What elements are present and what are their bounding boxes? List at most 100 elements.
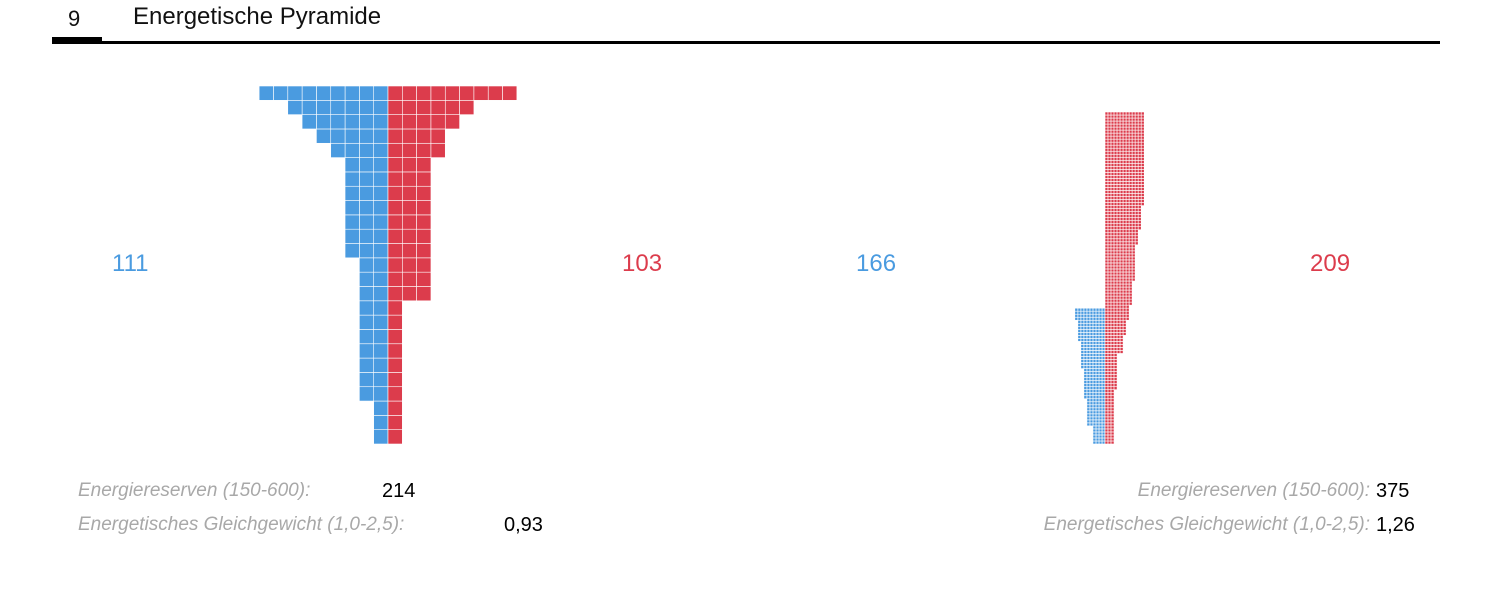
pyramid-2-right-cell <box>1137 129 1142 134</box>
pyramid-2-right-cell <box>1113 178 1118 182</box>
pyramid-2-right-cell <box>1125 223 1130 227</box>
pyramid-2-left-cell <box>1086 401 1091 406</box>
pyramid-2-left-cell <box>1095 440 1100 445</box>
pyramid-2-right-cell <box>1107 434 1112 439</box>
pyramid-1-left-cell <box>330 85 346 101</box>
pyramid-1-left-cell <box>373 100 389 115</box>
pyramid-2-left-cell <box>1080 310 1085 315</box>
pyramid-2-right-cell <box>1107 190 1112 194</box>
pyramid-2-right-cell <box>1104 347 1109 351</box>
pyramid-2-right-cell <box>1104 335 1109 339</box>
pyramid-2-right-cell <box>1128 202 1133 206</box>
pyramid-2-right-cell <box>1122 310 1127 315</box>
pyramid-2-right-cell <box>1128 166 1133 170</box>
pyramid-2-right-cell <box>1128 238 1133 243</box>
pyramid-2-right-cell <box>1122 223 1127 227</box>
pyramid-2-right-cell <box>1131 268 1136 273</box>
pyramid-2-right-cell <box>1131 111 1136 116</box>
pyramid-2-right-cell <box>1107 350 1112 354</box>
pyramid-2-right-cell <box>1107 383 1112 387</box>
pyramid-2-right-cell <box>1110 114 1115 119</box>
pyramid-2-right-cell <box>1119 135 1124 140</box>
pyramid-2-right-cell <box>1134 178 1139 182</box>
pyramid-2-left-cell <box>1080 307 1085 312</box>
pyramid-2-right-cell <box>1110 150 1115 155</box>
pyramid-2-right-cell <box>1131 172 1136 176</box>
pyramid-2-left-cell <box>1095 404 1100 409</box>
pyramid-2-left-cell <box>1089 368 1094 372</box>
pyramid-2-right-cell <box>1104 401 1109 406</box>
pyramid-2-right-cell <box>1113 238 1118 243</box>
pyramid-2-right-cell <box>1134 135 1139 140</box>
pyramid-2-right-cell <box>1122 304 1127 309</box>
pyramid-2-right-cell <box>1113 344 1118 348</box>
pyramid-2-left-cell <box>1083 319 1088 324</box>
pyramid-2-left-cell <box>1101 389 1106 393</box>
pyramid-2-left-cell <box>1101 362 1106 366</box>
pyramid-2-left-cell <box>1098 434 1103 439</box>
pyramid-2-right-cell <box>1125 310 1130 315</box>
pyramid-2-left-cell <box>1074 310 1079 315</box>
pyramid-2-left-cell <box>1086 313 1091 318</box>
pyramid-2-right-cell <box>1104 274 1109 279</box>
pyramid-2-right-cell <box>1128 123 1133 128</box>
pyramid-2-right-cell <box>1107 253 1112 258</box>
section-title: Energetische Pyramide <box>133 3 382 30</box>
pyramid-1-left-cell <box>344 171 360 187</box>
pyramid-2-right-cell <box>1119 283 1124 288</box>
pyramid-2-right-cell <box>1104 241 1109 246</box>
pyramid-2-right-cell <box>1107 380 1112 384</box>
pyramid-2-right-cell <box>1116 223 1121 227</box>
pyramid-2-left-cell <box>1089 322 1094 327</box>
pyramid-2-right-cell <box>1116 241 1121 246</box>
pyramid-2-right-cell <box>1104 410 1109 415</box>
pyramid-2-right-cell <box>1122 129 1127 134</box>
pyramid-2-left-cell <box>1101 383 1106 387</box>
pyramid-2-right-cell <box>1128 217 1133 221</box>
pyramid-2-right-cell <box>1119 229 1124 234</box>
pyramid-2-right-cell <box>1128 159 1133 164</box>
pyramid-1-left-cell <box>373 429 389 445</box>
pyramid-2-right-cell <box>1116 344 1121 348</box>
pyramid-2-right-cell <box>1137 184 1142 188</box>
pyramid-2-right-cell <box>1104 123 1109 128</box>
pyramid-2-right-cell <box>1140 144 1145 149</box>
pyramid-2-left-cell <box>1086 329 1091 333</box>
pyramid-2-right-cell <box>1122 126 1127 131</box>
pyramid-2-right-cell <box>1116 238 1121 243</box>
pyramid-2-right-cell <box>1104 150 1109 155</box>
pyramid-2-right-cell <box>1122 232 1127 237</box>
pyramid-2-left-cell <box>1077 310 1082 315</box>
pyramid-2-right-cell <box>1107 235 1112 240</box>
pyramid-2-right-cell <box>1131 166 1136 170</box>
pyramid-2-left-cell <box>1101 386 1106 390</box>
pyramid-2-left-cell <box>1095 419 1100 424</box>
pyramid-2-left-cell <box>1095 356 1100 360</box>
pyramid-2-right-cell <box>1131 274 1136 279</box>
pyramid-1-right-cell <box>387 171 403 187</box>
pyramid-2-right-cell <box>1131 156 1136 161</box>
pyramid-2-right-cell <box>1107 310 1112 315</box>
pyramid-2-right-cell <box>1110 368 1115 372</box>
pyramid-2-right-cell <box>1110 163 1115 167</box>
pyramid-2-left-cell <box>1086 365 1091 369</box>
pyramid-2-right-cell <box>1137 172 1142 176</box>
pyramid-2-right-cell <box>1140 117 1145 122</box>
header-rule <box>52 41 1440 44</box>
pyramid-1-right-cell <box>430 100 446 115</box>
pyramid-2-right-cell <box>1131 265 1136 270</box>
pyramid-1-left-cell <box>373 271 389 287</box>
pyramid-2-right-cell <box>1134 187 1139 191</box>
pyramid-2-right-cell <box>1131 120 1136 125</box>
pyramid-2-right-cell <box>1137 163 1142 167</box>
pyramid-2-left-cell <box>1092 428 1097 433</box>
pyramid-2-right-cell <box>1137 223 1142 227</box>
pyramid-2-right-cell <box>1107 193 1112 197</box>
pyramid-2-left-cell <box>1089 410 1094 415</box>
pyramid-1-right-cell <box>387 329 403 345</box>
pyramid-2-left-cell <box>1098 431 1103 436</box>
pyramid-2-right-cell <box>1104 428 1109 433</box>
pyramid-2-right-cell <box>1122 117 1127 122</box>
pyramid-2-right-cell <box>1128 265 1133 270</box>
pyramid-2-right-cell <box>1119 141 1124 146</box>
